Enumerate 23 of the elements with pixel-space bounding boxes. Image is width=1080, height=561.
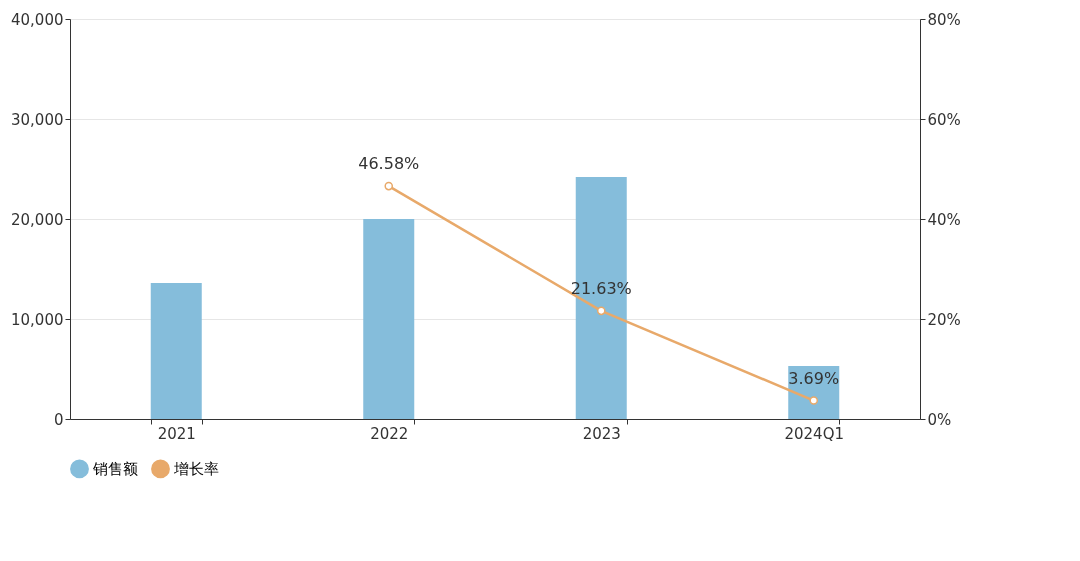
x-tick-label: 2023 <box>582 424 621 443</box>
y2-tick-label: 60% <box>927 110 961 129</box>
point <box>384 181 394 191</box>
bar <box>363 219 415 419</box>
y-tick-label: 10,000 <box>11 310 64 329</box>
x-tick-label: 2021 <box>157 424 196 443</box>
legend-label: 增长率 <box>173 459 219 478</box>
y2-tick-label: 0% <box>927 410 952 429</box>
bar <box>150 283 202 419</box>
point <box>596 306 606 316</box>
y2-tick-label: 40% <box>927 210 961 229</box>
data-label: 3.69% <box>788 368 840 388</box>
data-label: 46.58% <box>358 154 420 174</box>
y-tick-label: 40,000 <box>11 10 64 29</box>
point <box>809 396 819 405</box>
y-tick-label: 30,000 <box>11 110 64 129</box>
x-tick-label: 2022 <box>370 424 409 443</box>
y2-tick-label: 80% <box>927 10 961 29</box>
legend-label: 销售额 <box>92 459 138 478</box>
y-tick-label: 20,000 <box>11 210 64 229</box>
x-tick-label: 2024Q1 <box>784 424 845 443</box>
y-tick-label: 0 <box>53 410 64 429</box>
y2-tick-label: 20% <box>927 310 961 329</box>
